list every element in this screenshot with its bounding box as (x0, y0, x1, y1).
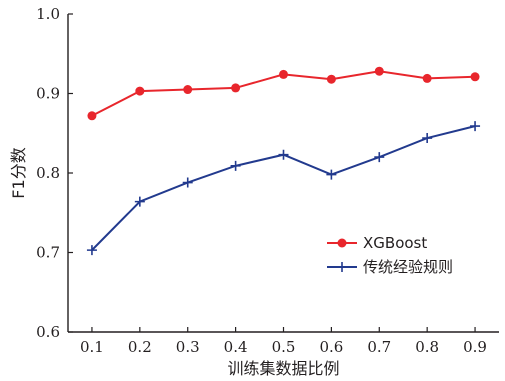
data-point (278, 149, 289, 160)
data-point (182, 177, 193, 188)
data-point (374, 66, 384, 76)
x-tick-label: 0.6 (319, 338, 343, 356)
series-2 (86, 121, 481, 256)
legend-marker (337, 238, 347, 248)
y-tick-label: 0.6 (36, 323, 60, 341)
legend-item: XGBoost (327, 234, 427, 252)
data-point (422, 73, 432, 83)
x-tick-label: 0.7 (367, 338, 391, 356)
x-tick-label: 0.2 (128, 338, 152, 356)
y-tick-label: 0.8 (36, 164, 60, 182)
x-tick-label: 0.8 (415, 338, 439, 356)
legend-label: 传统经验规则 (363, 258, 453, 276)
data-point (326, 74, 336, 84)
series-layer (86, 66, 481, 256)
x-tick-label: 0.5 (272, 338, 296, 356)
data-point (86, 245, 97, 256)
legend-marker (337, 262, 347, 272)
data-point (87, 111, 97, 121)
data-point (135, 86, 145, 96)
data-point (374, 152, 385, 163)
legend-label: XGBoost (363, 234, 427, 252)
y-tick-label: 0.7 (36, 244, 60, 262)
data-point (279, 69, 288, 79)
y-tick-label: 1.0 (36, 5, 60, 23)
legend: XGBoost 传统经验规则 (327, 234, 453, 276)
x-tick-label: 0.1 (80, 338, 104, 356)
x-ticks: 0.1 0.2 0.3 0.4 0.5 0.6 0.7 0.8 0.9 (80, 327, 487, 356)
y-axis-label: F1分数 (9, 147, 28, 198)
data-point (326, 169, 337, 180)
y-tick-label: 0.9 (36, 85, 60, 103)
data-point (230, 160, 241, 171)
plot-frame (67, 14, 499, 333)
data-point (422, 133, 433, 144)
legend-item: 传统经验规则 (327, 258, 453, 276)
data-point (470, 121, 481, 132)
y-ticks: 0.6 0.7 0.8 0.9 1.0 (36, 5, 73, 341)
x-tick-label: 0.3 (176, 338, 200, 356)
data-point (470, 72, 480, 82)
x-axis-label: 训练集数据比例 (227, 359, 339, 378)
data-point (134, 196, 145, 207)
data-point (183, 85, 193, 95)
series-1 (87, 66, 480, 121)
x-tick-label: 0.4 (224, 338, 248, 356)
series-line (91, 125, 476, 251)
x-tick-label: 0.9 (463, 338, 487, 356)
data-point (231, 83, 241, 93)
